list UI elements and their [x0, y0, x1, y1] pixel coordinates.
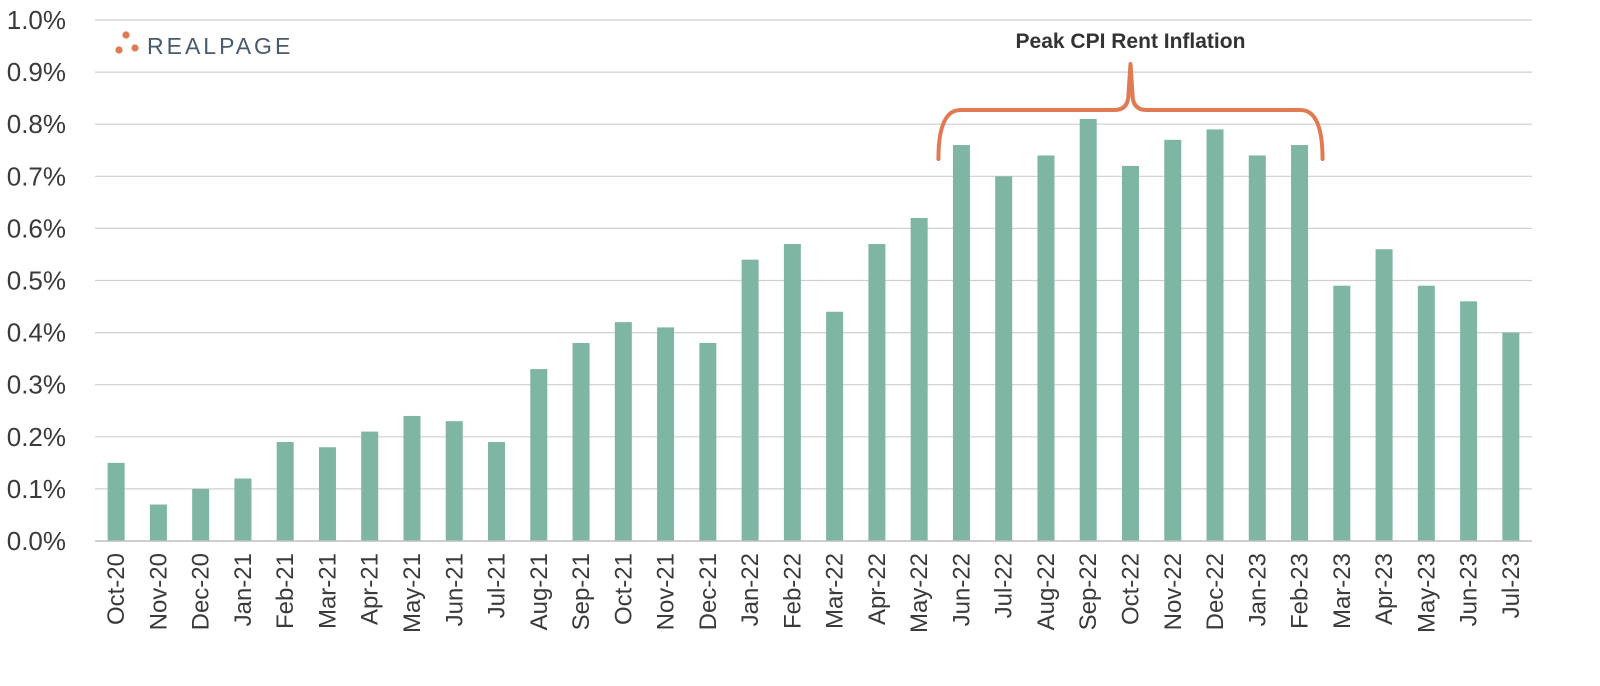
- realpage-logo: REALPAGE: [115, 31, 293, 59]
- y-axis-ticks: 0.0% 0.1% 0.2% 0.3% 0.4% 0.5% 0.6% 0.7% 0.8% 0.9%…: [7, 5, 66, 556]
- bar: [1248, 155, 1266, 541]
- logo-dot-left: [115, 46, 123, 54]
- x-tick-label: Jan-23: [1244, 553, 1271, 626]
- bar: [1037, 155, 1055, 541]
- x-tick-label: Feb-21: [272, 553, 299, 629]
- y-tick-label: 0.4%: [7, 318, 66, 348]
- bar: [826, 311, 844, 541]
- annotation-label: Peak CPI Rent Inflation: [1016, 30, 1246, 53]
- x-tick-label: Jul-23: [1498, 553, 1525, 618]
- gridlines: [95, 19, 1532, 490]
- bar: [318, 447, 336, 541]
- bar: [1375, 249, 1393, 542]
- x-tick-label: Apr-21: [357, 553, 384, 625]
- x-tick-label: Jun-23: [1456, 553, 1483, 626]
- x-tick-label: Jan-21: [230, 553, 257, 626]
- x-tick-label: Nov-22: [1160, 553, 1187, 630]
- x-tick-label: Apr-23: [1371, 553, 1398, 625]
- bar: [783, 244, 801, 541]
- x-tick-label: Jul-22: [991, 553, 1018, 618]
- bar: [276, 442, 294, 541]
- y-tick-label: 0.9%: [7, 57, 66, 87]
- x-tick-label: May-22: [906, 553, 933, 633]
- bar: [614, 322, 632, 541]
- bar: [868, 244, 886, 541]
- bar: [445, 421, 463, 541]
- logo-dot-top: [122, 31, 130, 39]
- bar: [910, 217, 928, 542]
- bar: [572, 343, 590, 541]
- bar: [657, 327, 675, 541]
- bar: [234, 478, 252, 541]
- x-axis-ticks: Oct-20 Nov-20 Dec-20 Jan-21 Feb-21 Mar-21 Apr-…: [103, 553, 1525, 633]
- y-tick-label: 0.3%: [7, 370, 66, 400]
- x-tick-label: Aug-22: [1033, 553, 1060, 630]
- y-tick-label: 0.0%: [7, 526, 66, 556]
- bar: [1121, 165, 1139, 541]
- x-tick-label: May-23: [1413, 553, 1440, 633]
- y-tick-label: 0.1%: [7, 474, 66, 504]
- bar: [699, 343, 717, 541]
- x-tick-label: Oct-22: [1117, 553, 1144, 625]
- bar: [149, 504, 167, 541]
- x-tick-label: Jan-22: [737, 553, 764, 626]
- x-tick-label: Feb-22: [779, 553, 806, 629]
- x-tick-label: Dec-20: [188, 553, 215, 630]
- y-tick-label: 0.2%: [7, 422, 66, 452]
- bar: [530, 369, 548, 541]
- bar: [1417, 285, 1435, 541]
- x-tick-label: Dec-21: [695, 553, 722, 630]
- logo-text: REALPAGE: [147, 33, 293, 59]
- bar: [995, 176, 1013, 542]
- x-tick-label: Oct-21: [610, 553, 637, 625]
- x-tick-label: Nov-20: [145, 553, 172, 630]
- curly-bracket: [936, 62, 1325, 161]
- x-tick-label: Dec-22: [1202, 553, 1229, 630]
- bar: [741, 259, 759, 541]
- bar: [1206, 129, 1224, 541]
- bar: [488, 442, 506, 541]
- bar: [1291, 145, 1309, 542]
- x-tick-label: Aug-21: [526, 553, 553, 630]
- x-tick-label: Jul-21: [484, 553, 511, 618]
- bar: [361, 431, 379, 541]
- x-tick-label: Jun-22: [948, 553, 975, 626]
- y-tick-label: 0.7%: [7, 161, 66, 191]
- peak-annotation: Peak CPI Rent Inflation: [936, 30, 1325, 161]
- x-tick-label: Mar-22: [822, 553, 849, 629]
- y-tick-label: 1.0%: [7, 5, 66, 35]
- y-tick-label: 0.5%: [7, 266, 66, 296]
- bar: [1333, 285, 1351, 541]
- bar: [1460, 301, 1478, 541]
- bar: [952, 145, 970, 542]
- x-tick-label: Jun-21: [441, 553, 468, 626]
- x-tick-label: May-21: [399, 553, 426, 633]
- y-tick-label: 0.6%: [7, 213, 66, 243]
- x-tick-label: Nov-21: [653, 553, 680, 630]
- bar: [1164, 139, 1182, 541]
- y-tick-label: 0.8%: [7, 109, 66, 139]
- bar: [403, 415, 421, 541]
- x-tick-label: Sep-21: [568, 553, 595, 630]
- bar: [107, 462, 125, 541]
- bars: [107, 118, 1520, 542]
- logo-dot-right: [131, 44, 139, 52]
- x-tick-label: Mar-23: [1329, 553, 1356, 629]
- bar: [192, 488, 210, 541]
- bar: [1079, 118, 1097, 542]
- bar: [1502, 332, 1520, 541]
- x-tick-label: Apr-22: [864, 553, 891, 625]
- x-tick-label: Oct-20: [103, 553, 130, 625]
- x-tick-label: Mar-21: [314, 553, 341, 629]
- x-tick-label: Feb-23: [1287, 553, 1314, 629]
- x-tick-label: Sep-22: [1075, 553, 1102, 630]
